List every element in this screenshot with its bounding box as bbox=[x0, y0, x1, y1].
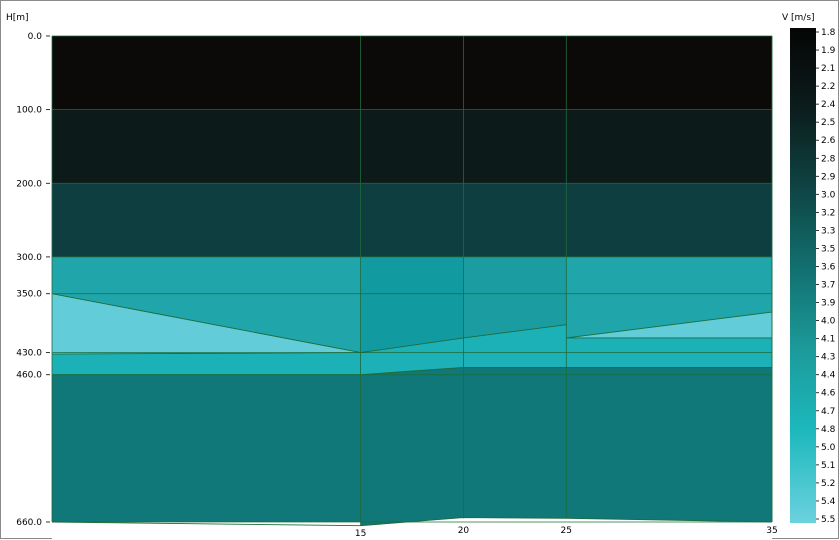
y-tick-label: 100.0 bbox=[16, 106, 42, 116]
region-3 bbox=[463, 324, 567, 368]
layer-1 bbox=[52, 109, 772, 184]
region-1 bbox=[52, 352, 361, 375]
below-profile-mask bbox=[52, 517, 772, 540]
colorbar-tick-label: 3.9 bbox=[821, 299, 836, 309]
colorbar-tick-label: 2.9 bbox=[821, 172, 836, 182]
x-tick-label: 15 bbox=[355, 529, 366, 539]
layer-2 bbox=[52, 183, 772, 257]
colorbar-tick-label: 5.2 bbox=[821, 479, 835, 489]
y-tick-label: 200.0 bbox=[16, 179, 42, 189]
region-6 bbox=[360, 256, 464, 353]
colorbar-tick-label: 5.4 bbox=[821, 497, 836, 507]
colorbar-tick-label: 2.8 bbox=[821, 154, 836, 164]
colorbar-tick-label: 5.0 bbox=[821, 443, 836, 453]
colorbar-tick-label: 4.6 bbox=[821, 389, 836, 399]
x-tick-label: 35 bbox=[766, 526, 777, 536]
region-2 bbox=[360, 337, 464, 375]
colorbar-tick-label: 3.5 bbox=[821, 244, 835, 254]
colorbar-tick-label: 2.6 bbox=[821, 136, 836, 146]
colorbar-tick-label: 2.4 bbox=[821, 100, 836, 110]
boundary-line-4 bbox=[52, 366, 772, 376]
colorbar-tick-label: 2.1 bbox=[821, 64, 835, 74]
region-7 bbox=[463, 256, 567, 338]
x-tick-label: 20 bbox=[458, 526, 470, 536]
colorbar-gradient bbox=[790, 28, 816, 523]
layer-0 bbox=[52, 36, 772, 110]
bottom-profile-line bbox=[51, 517, 773, 527]
colorbar-tick-label: 4.7 bbox=[821, 407, 835, 417]
colorbar-tick-label: 5.1 bbox=[821, 461, 835, 471]
colorbar-tick-label: 1.8 bbox=[821, 28, 836, 38]
colorbar-tick-label: 1.9 bbox=[821, 46, 836, 56]
colorbar-tick-label: 4.3 bbox=[821, 353, 835, 363]
y-axis-label: H[m] bbox=[6, 13, 29, 23]
colorbar-tick-label: 2.2 bbox=[821, 82, 835, 92]
boundary-line-1 bbox=[566, 311, 773, 339]
boundary-line-0 bbox=[51, 293, 567, 354]
colorbar-tick-label: 3.0 bbox=[821, 190, 836, 200]
y-tick-label: 0.0 bbox=[28, 32, 43, 42]
y-tick-label: 300.0 bbox=[16, 253, 42, 263]
colorbar-tick-label: 4.8 bbox=[821, 425, 836, 435]
boundary-line-3 bbox=[51, 352, 361, 355]
colorbar-label: V [m/s] bbox=[782, 13, 815, 23]
y-tick-label: 660.0 bbox=[16, 518, 42, 528]
colorbar-tick-label: 3.7 bbox=[821, 281, 835, 291]
x-tick-label: 25 bbox=[561, 526, 572, 536]
y-tick-label: 430.0 bbox=[16, 349, 42, 359]
colorbar-tick-label: 4.1 bbox=[821, 335, 835, 345]
colorbar-tick-label: 3.6 bbox=[821, 262, 836, 272]
colorbar-tick-label: 3.3 bbox=[821, 226, 835, 236]
colorbar-tick-label: 2.5 bbox=[821, 118, 835, 128]
colorbar-tick-label: 3.2 bbox=[821, 208, 835, 218]
colorbar-tick-label: 4.0 bbox=[821, 317, 836, 327]
colorbar-tick-label: 4.4 bbox=[821, 371, 836, 381]
y-tick-label: 460.0 bbox=[16, 371, 42, 381]
y-tick-label: 350.0 bbox=[16, 290, 42, 300]
colorbar-tick-label: 5.5 bbox=[821, 515, 835, 525]
